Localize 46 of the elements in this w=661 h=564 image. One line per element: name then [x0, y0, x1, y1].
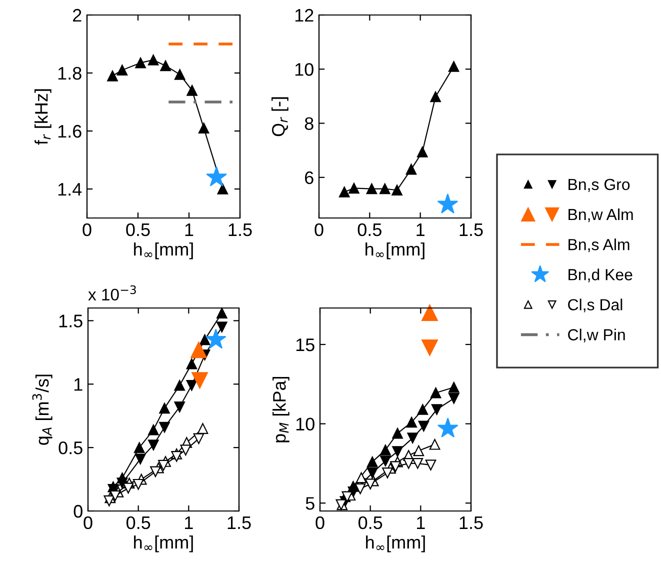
- x-tick-label: 1: [185, 224, 194, 236]
- legend-label: Bn,w Alm: [568, 208, 633, 222]
- y-axis-title: p$_{M}$ [kPa]: [272, 376, 290, 442]
- y-tick-label: 6: [305, 171, 314, 184]
- x-tick-label: 1.5: [228, 224, 252, 236]
- x-tick-label: 1.5: [460, 224, 483, 236]
- y-tick-label: 10: [296, 418, 314, 430]
- x-tick-label: 0.5: [358, 223, 382, 236]
- x-axis-title: h$_{∞}$[mm]: [134, 535, 193, 552]
- x-tick-label: 0: [314, 223, 324, 236]
- y-tick-label: 12: [295, 8, 314, 22]
- y-tick-label: 15: [296, 338, 314, 352]
- y-tick-label: 0: [74, 504, 82, 518]
- y-tick-label: 1.4: [58, 183, 82, 196]
- y-tick-label: 1: [74, 378, 82, 391]
- y-tick-label: 1.8: [58, 66, 82, 80]
- y-axis-title: f$_{r}$ [kHz]: [34, 89, 52, 145]
- y-tick-label: 2: [73, 8, 82, 22]
- y-tick-label: 0.5: [58, 441, 82, 454]
- x-tick-label: 1.5: [460, 516, 483, 530]
- x-tick-label: 0: [82, 223, 92, 236]
- x-tick-label: 0.5: [126, 223, 150, 236]
- legend-label: Cl,s Dal: [568, 298, 622, 312]
- text: x 10$^{−3}$: [88, 285, 136, 301]
- x-tick-label: 1: [417, 516, 425, 529]
- x-axis-title: h$_{∞}$[mm]: [134, 242, 193, 260]
- y-axis-title: Q$_{r}$ [-]: [272, 97, 288, 136]
- x-tick-label: 1.5: [228, 516, 251, 530]
- y-tick-label: 8: [304, 117, 314, 130]
- x-tick-label: 1: [416, 224, 424, 236]
- y-tick-label: 1.6: [58, 124, 82, 138]
- x-tick-label: 0.5: [126, 516, 150, 530]
- x-axis-title: h$_{∞}$[mm]: [366, 535, 425, 552]
- x-tick-label: 1: [185, 516, 193, 529]
- y-axis-title: q$_{A}$ [m$^{3}$/s]: [32, 374, 52, 445]
- legend-label: Bn,s Gro: [568, 178, 630, 192]
- x-tick-label: 0: [84, 516, 92, 530]
- x-axis-title: h$_{∞}$[mm]: [366, 242, 424, 260]
- y-tick-label: 5: [306, 497, 314, 510]
- legend-label: Bn,s Alm: [568, 238, 630, 252]
- legend-label: Bn,d Kee: [568, 268, 632, 282]
- x-tick-label: 0.5: [358, 516, 382, 530]
- y-tick-label: 10: [295, 63, 314, 76]
- y-tick-label: 1.5: [59, 314, 82, 328]
- x-tick-label: 0: [316, 516, 324, 530]
- legend-label: Cl,w Pin: [568, 328, 625, 342]
